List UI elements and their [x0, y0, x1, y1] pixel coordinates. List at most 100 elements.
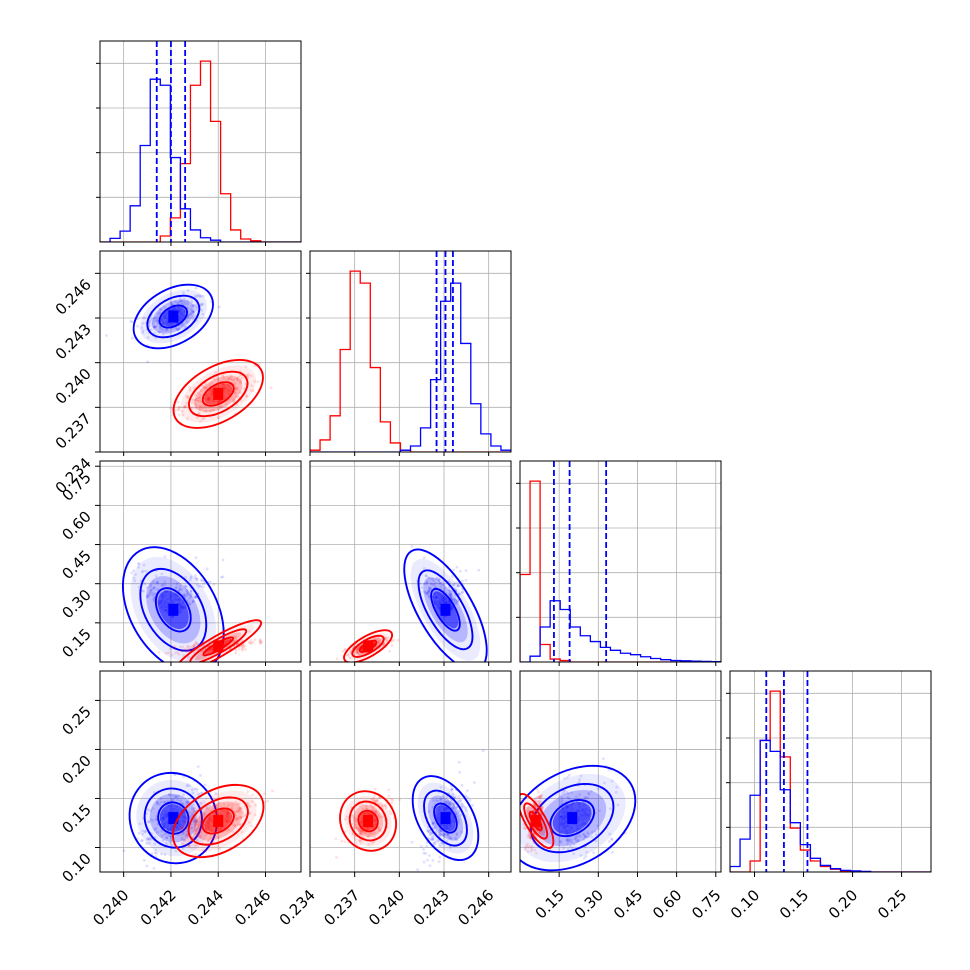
contour-level: [520, 764, 637, 872]
sample-point: [539, 794, 543, 798]
sample-point: [156, 581, 159, 585]
sample-point: [208, 580, 212, 584]
x-tick-label: 0.15: [532, 886, 568, 922]
sample-point: [360, 839, 364, 843]
sample-point: [427, 837, 431, 841]
sample-point: [371, 799, 375, 802]
sample-point: [193, 821, 197, 825]
sample-point: [441, 794, 445, 798]
sample-point: [451, 592, 455, 596]
sample-point: [343, 647, 347, 651]
sample-point: [178, 296, 182, 300]
sample-point: [587, 835, 590, 839]
sample-point: [368, 833, 372, 837]
sample-point: [250, 384, 253, 388]
y-tick-label: 0.246: [52, 275, 95, 318]
sample-point: [448, 593, 452, 597]
sample-point: [450, 788, 454, 792]
sample-point: [452, 805, 456, 808]
sample-point: [375, 799, 379, 803]
sample-point: [204, 796, 208, 800]
sample-point: [531, 837, 535, 841]
x-tick-label: 0.234: [276, 886, 319, 929]
sample-point: [222, 803, 226, 806]
sample-point: [369, 803, 373, 807]
sample-point: [597, 827, 600, 831]
sample-point: [378, 828, 381, 832]
sample-point: [169, 835, 173, 838]
sample-point: [239, 381, 242, 385]
sample-point: [148, 585, 152, 589]
sample-point: [522, 826, 526, 830]
sample-point: [529, 835, 533, 839]
sample-point: [174, 408, 177, 412]
sample-point: [185, 401, 188, 405]
sample-point: [179, 645, 182, 649]
sample-point: [241, 648, 244, 652]
sample-point: [253, 638, 257, 642]
sample-point: [481, 749, 485, 753]
sample-point: [237, 802, 241, 806]
sample-point: [183, 648, 187, 652]
sample-point: [225, 402, 228, 406]
scatter-panel-2-0: [121, 546, 264, 662]
sample-point: [160, 329, 164, 333]
sample-point: [360, 834, 364, 838]
contour-level: [423, 789, 468, 847]
sample-point: [608, 807, 612, 811]
sample-point: [192, 803, 196, 807]
y-tick-label: 0.243: [52, 320, 95, 363]
sample-point: [195, 641, 199, 645]
sample-point: [190, 309, 194, 313]
sample-point: [159, 797, 163, 801]
sample-point: [387, 794, 391, 798]
sample-point: [193, 294, 197, 298]
sample-point: [140, 326, 144, 330]
sample-point: [197, 585, 201, 588]
sample-point: [149, 583, 153, 587]
sample-point: [137, 831, 141, 835]
sample-point: [146, 837, 150, 841]
sample-point: [242, 645, 245, 649]
sample-point: [428, 864, 432, 868]
sample-point: [174, 795, 178, 799]
sample-point: [450, 575, 454, 578]
sample-point: [188, 313, 192, 317]
sample-point: [204, 409, 208, 413]
sample-point: [566, 842, 569, 846]
sample-point: [157, 330, 161, 334]
sample-point: [437, 860, 441, 864]
sample-point: [202, 386, 206, 390]
sample-point: [250, 800, 254, 804]
sample-point: [443, 586, 447, 590]
sample-point: [147, 592, 151, 595]
sample-point: [586, 796, 590, 799]
sample-point: [177, 302, 180, 306]
sample-point: [177, 413, 181, 417]
sample-point: [186, 599, 190, 603]
contour-level: [121, 546, 225, 662]
sample-point: [438, 828, 442, 831]
sample-point: [570, 791, 574, 794]
sample-point: [455, 832, 459, 835]
sample-point: [175, 794, 178, 798]
sample-point: [248, 641, 252, 645]
sample-point: [152, 326, 156, 329]
sample-point: [156, 588, 160, 591]
sample-point: [370, 841, 374, 845]
sample-point: [191, 406, 194, 410]
sample-point: [179, 299, 183, 303]
sample-point: [238, 822, 242, 826]
sample-point: [194, 305, 198, 309]
sample-point: [449, 592, 453, 596]
sample-point: [234, 387, 238, 391]
x-tick-label: 0.15: [776, 886, 812, 922]
sample-point: [353, 816, 357, 820]
sample-point: [186, 800, 189, 804]
sample-point: [192, 315, 195, 319]
sample-point: [240, 830, 244, 834]
sample-point: [192, 304, 196, 307]
histogram-step-red: [520, 480, 721, 662]
sample-point: [584, 835, 588, 839]
sample-point: [180, 801, 184, 805]
